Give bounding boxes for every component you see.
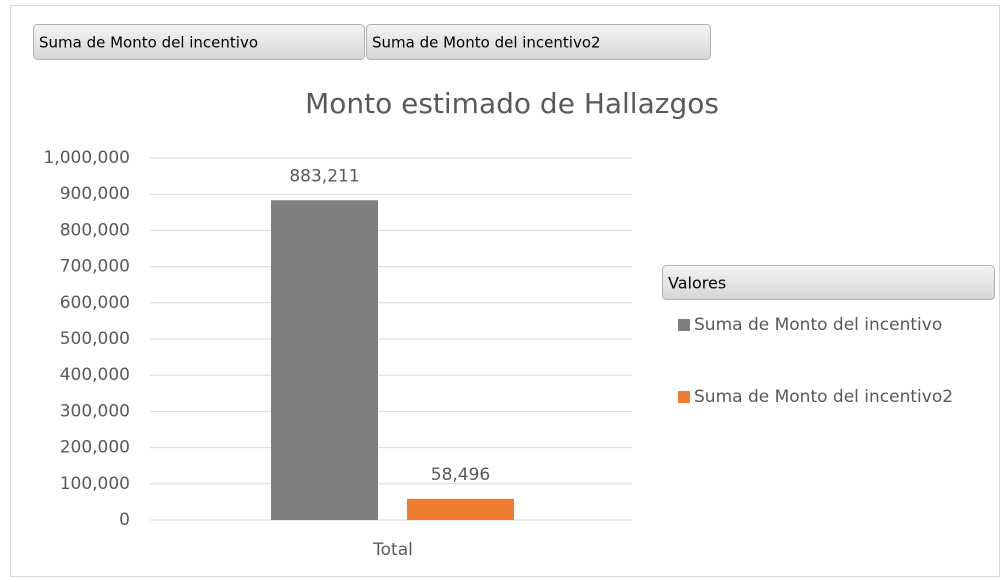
y-tick-label: 800,000 [60,220,130,240]
legend-header[interactable] [662,265,995,300]
y-tick-label: 500,000 [60,329,130,349]
y-tick-label: 100,000 [60,474,130,494]
legend-swatch [678,391,690,403]
legend-entry: Suma de Monto del incentivo [694,315,943,335]
legend-label: Suma de Monto del incentivo2 [694,387,954,407]
bar [407,498,514,520]
y-tick-label: 900,000 [60,184,130,204]
field-button[interactable] [33,24,365,60]
data-label: 883,211 [289,166,359,186]
y-tick-label: 1,000,000 [43,148,130,168]
x-tick-label: Total [372,540,413,560]
field-button-label: Suma de Monto del incentivo [39,34,258,52]
y-tick-label: 700,000 [60,257,130,277]
bar [271,200,378,520]
legend-title: Valores [668,274,726,293]
y-tick-label: 300,000 [60,401,130,421]
y-tick-label: 400,000 [60,365,130,385]
y-tick-label: 0 [119,510,130,530]
legend-swatch [678,319,690,331]
field-button-label: Suma de Monto del incentivo2 [372,34,601,52]
data-label: 58,496 [431,465,490,485]
field-button[interactable] [366,24,711,60]
legend-label: Suma de Monto del incentivo [694,315,943,335]
legend-entry: Suma de Monto del incentivo2 [694,387,954,407]
y-tick-label: 200,000 [60,438,130,458]
chart-title: Monto estimado de Hallazgos [305,87,719,120]
y-tick-label: 600,000 [60,293,130,313]
